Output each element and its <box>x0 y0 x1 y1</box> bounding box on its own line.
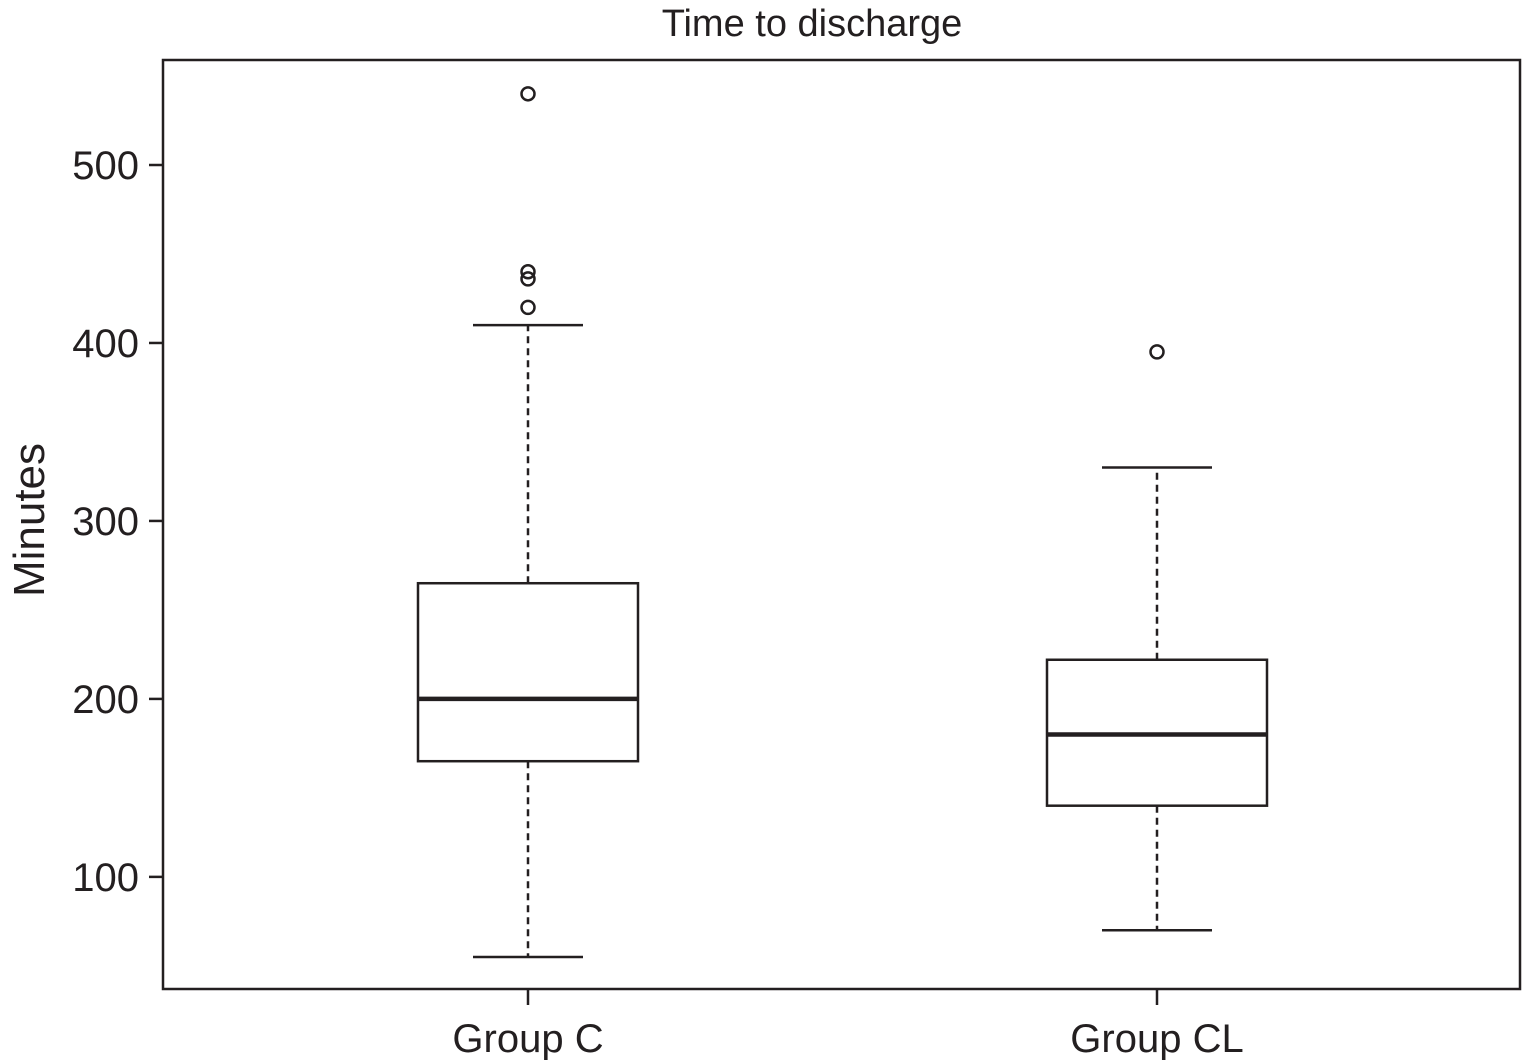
box-group-1 <box>1045 344 1269 932</box>
y-tick-label-400: 400 <box>72 322 139 366</box>
x-tick-label-1: Group CL <box>1070 1017 1243 1060</box>
outlier-point-0-0 <box>520 86 536 102</box>
outlier-point-1-0 <box>1149 344 1165 360</box>
outlier-point-0-3 <box>520 299 536 316</box>
x-tick-label-0: Group C <box>452 1017 603 1060</box>
plot-frame <box>161 58 1522 991</box>
y-tick-label-300: 300 <box>72 500 139 544</box>
y-axis-label: Minutes <box>5 443 54 597</box>
x-axis: Group C Group CL <box>452 989 1244 1060</box>
y-tick-label-500: 500 <box>72 144 139 188</box>
outlier-point-0-2 <box>520 271 536 287</box>
outlier-point-0-1 <box>520 264 536 280</box>
y-axis: 100 200 300 400 500 <box>72 144 163 900</box>
chart-title: Time to discharge <box>662 3 963 45</box>
y-tick-label-200: 200 <box>72 678 139 722</box>
boxes <box>416 86 1269 959</box>
y-tick-label-100: 100 <box>72 856 139 900</box>
box-0 <box>416 581 640 763</box>
box-group-0 <box>416 86 640 959</box>
